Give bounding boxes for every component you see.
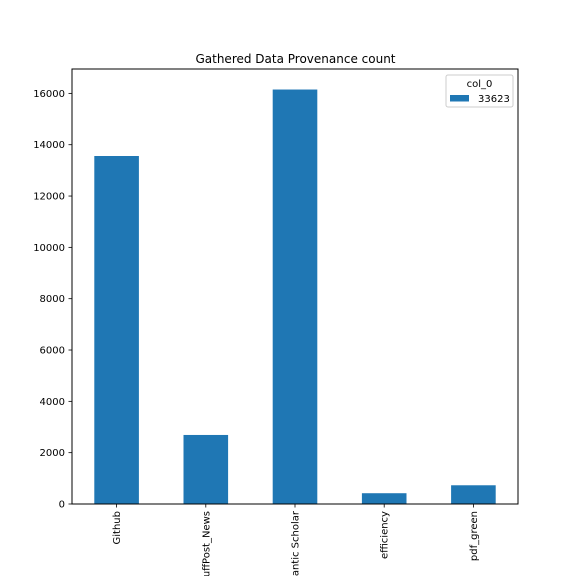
bars-layer xyxy=(94,89,496,504)
chart-title: Gathered Data Provenance count xyxy=(195,52,395,66)
legend-swatch xyxy=(450,95,469,102)
y-tick-label-6000: 6000 xyxy=(40,346,65,357)
y-tick-label-0: 0 xyxy=(59,500,65,511)
y-tick-label-12000: 12000 xyxy=(33,192,65,203)
x-tick-label-efficiency: efficiency xyxy=(380,511,391,559)
x-tick-label-huffpost-news: HuffPost_News xyxy=(201,511,212,576)
bar-efficiency xyxy=(361,493,407,504)
plot-frame xyxy=(71,68,519,505)
y-tick-label-4000: 4000 xyxy=(40,397,65,408)
bar-huffpost-news xyxy=(183,434,229,504)
y-tick-label-16000: 16000 xyxy=(33,89,65,100)
y-tick-label-14000: 14000 xyxy=(33,140,65,151)
x-tick-label-github: Github xyxy=(112,511,123,544)
x-tick-label-semantic-scholar: Semantic Scholar xyxy=(291,510,302,576)
bar-pdf-green xyxy=(451,485,496,504)
legend-series-label: 33623 xyxy=(478,94,510,105)
y-tick-label-2000: 2000 xyxy=(40,448,65,459)
bar-semantic-scholar xyxy=(272,89,318,504)
y-tick-label-10000: 10000 xyxy=(33,243,65,254)
x-tick-label-pdf-green: pdf_green xyxy=(469,511,480,561)
y-tick-label-8000: 8000 xyxy=(40,294,65,305)
legend: col_0 33623 xyxy=(445,74,514,108)
x-axis: Github HuffPost_News Semantic Scholar effic… xyxy=(112,504,480,576)
y-axis: 0 2000 4000 6000 8000 10000 12000 14000 16000 xyxy=(33,89,72,511)
legend-title: col_0 xyxy=(467,79,493,90)
bar-github xyxy=(94,156,139,504)
